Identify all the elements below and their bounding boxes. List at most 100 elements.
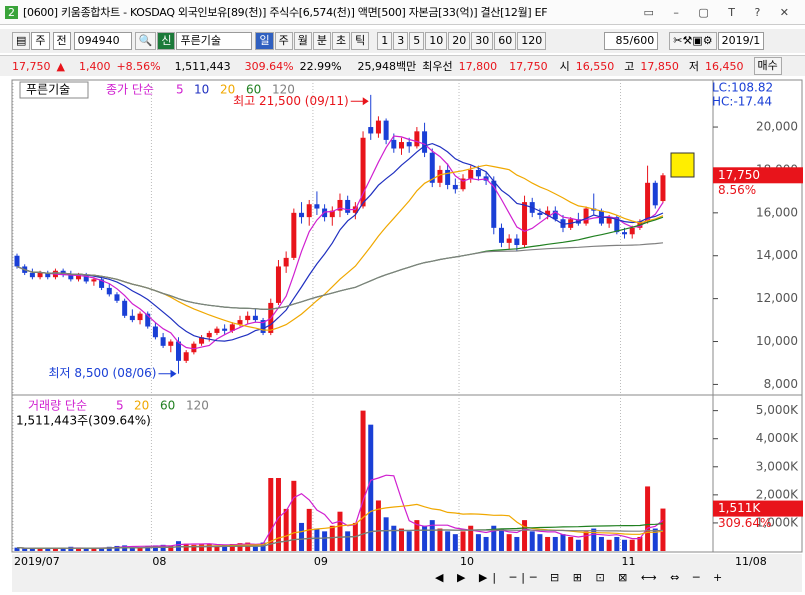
volume-bar: [598, 536, 604, 551]
volume-bar: [29, 548, 35, 551]
annotation: 최고 21,500 (09/11): [233, 94, 349, 108]
volume-bar: [68, 546, 74, 551]
date[interactable]: 2019/1: [717, 32, 765, 50]
interval[interactable]: 10: [425, 32, 448, 50]
turnover: 22.99%: [299, 59, 342, 73]
interval[interactable]: 60: [494, 32, 517, 50]
interval[interactable]: 1: [377, 32, 393, 50]
unit[interactable]: 초: [331, 32, 351, 50]
candle-body: [552, 210, 558, 220]
best-label: 최우선: [422, 60, 453, 73]
volume-bar: [498, 528, 504, 551]
volume-bar: [329, 525, 335, 551]
candle-body: [206, 332, 212, 338]
unit[interactable]: 분: [312, 32, 331, 50]
candle-body: [14, 255, 20, 267]
y-tick-label: 1,000K: [756, 515, 799, 529]
arrow: ▲: [56, 59, 65, 73]
volume-bar: [437, 528, 443, 551]
volume-bar: [552, 536, 558, 551]
candle-body: [29, 272, 35, 278]
unit[interactable]: 월: [293, 32, 312, 50]
volume-bar: [652, 528, 658, 551]
volume-bar: [99, 547, 105, 551]
y-tick-label: 2,000K: [756, 487, 799, 501]
volume-bar: [468, 525, 474, 551]
ma-period: 5: [176, 83, 184, 97]
ma-period: 10: [194, 83, 209, 97]
unit[interactable]: 틱: [351, 32, 370, 50]
candle-body: [76, 275, 82, 280]
y-tick-label: 14,000: [756, 248, 798, 262]
x-tick-label: 10: [460, 555, 474, 568]
buy-button[interactable]: 매수: [753, 57, 782, 75]
volume-bar: [375, 500, 381, 551]
candle-body: [652, 182, 658, 206]
candle-body: [498, 227, 504, 243]
high: 17,850: [640, 59, 679, 73]
volume-bar: [291, 480, 297, 551]
volume-bar: [506, 534, 512, 551]
volume-bar: [637, 536, 643, 551]
candle-body: [168, 341, 174, 346]
candle-body: [537, 212, 543, 215]
ma-label: 종가 단순: [106, 83, 154, 97]
y-tick-label: 3,000K: [756, 459, 799, 473]
interval[interactable]: 3: [393, 32, 409, 50]
scroll-controls[interactable]: ◀ ▶ ▶| ─|─ ⊟ ⊞ ⊡ ⊠ ⟷ ⇔ ─ +: [435, 571, 727, 584]
candle-body: [545, 210, 551, 215]
candle-body: [114, 294, 120, 301]
menu[interactable]: ▤: [12, 32, 31, 50]
interval[interactable]: 20: [448, 32, 471, 50]
volume-bar: [275, 478, 281, 551]
volume-bar: [60, 548, 66, 551]
volume-bar: [391, 525, 397, 551]
ma-period: 60: [160, 399, 175, 413]
window-buttons[interactable]: ▭ – ▢ T ? ✕: [643, 5, 797, 19]
volume-bar: [22, 548, 28, 551]
candle-body: [368, 127, 374, 134]
interval[interactable]: 120: [517, 32, 547, 50]
candle-body: [299, 212, 305, 218]
candle-body: [522, 202, 528, 246]
volume-bar: [522, 520, 528, 551]
volume-ma-line: [16, 474, 664, 550]
volume-bar: [168, 545, 174, 551]
last-price: 17,750: [718, 168, 760, 182]
candle-body: [614, 217, 620, 233]
volume-bar: [37, 548, 43, 551]
volume-summary: 1,511,443주(309.64%): [16, 414, 151, 428]
volume-bar: [160, 544, 166, 551]
volume-bar: [14, 547, 20, 551]
candle-body: [191, 343, 197, 353]
frame: [11, 79, 803, 553]
search[interactable]: 🔍: [134, 32, 157, 50]
interval[interactable]: 30: [471, 32, 494, 50]
unit[interactable]: 일: [255, 32, 274, 50]
new-button[interactable]: 신: [157, 32, 176, 50]
volume-bar: [252, 546, 258, 551]
change: 1,400: [78, 59, 111, 73]
volume-bar: [360, 410, 366, 551]
interval[interactable]: 5: [409, 32, 425, 50]
vol-rate: 309.64%: [244, 59, 294, 73]
x-tick-label: 08: [152, 555, 166, 568]
candle-body: [106, 287, 112, 295]
prev[interactable]: 전: [52, 32, 71, 50]
volume-bar: [560, 534, 566, 551]
volume-bar: [483, 536, 489, 551]
x-tick-label: 11: [622, 555, 636, 568]
unit[interactable]: 주: [274, 32, 293, 50]
volume-bar: [337, 511, 343, 551]
candle-body: [383, 120, 389, 140]
candle-body: [137, 313, 143, 321]
candle-body: [129, 315, 135, 321]
candle-body: [183, 352, 189, 361]
code[interactable]: 094940: [73, 32, 132, 50]
volume-bar: [591, 528, 597, 551]
high-label: 고: [624, 60, 635, 73]
window-title: [0600] 키움종합차트 - KOSDAQ 외국인보유[89(천)] 주식수[…: [23, 6, 548, 19]
volume-bar: [175, 541, 181, 551]
period-type[interactable]: 주: [31, 32, 50, 50]
tools[interactable]: ✂⚒▣⚙: [669, 32, 717, 50]
